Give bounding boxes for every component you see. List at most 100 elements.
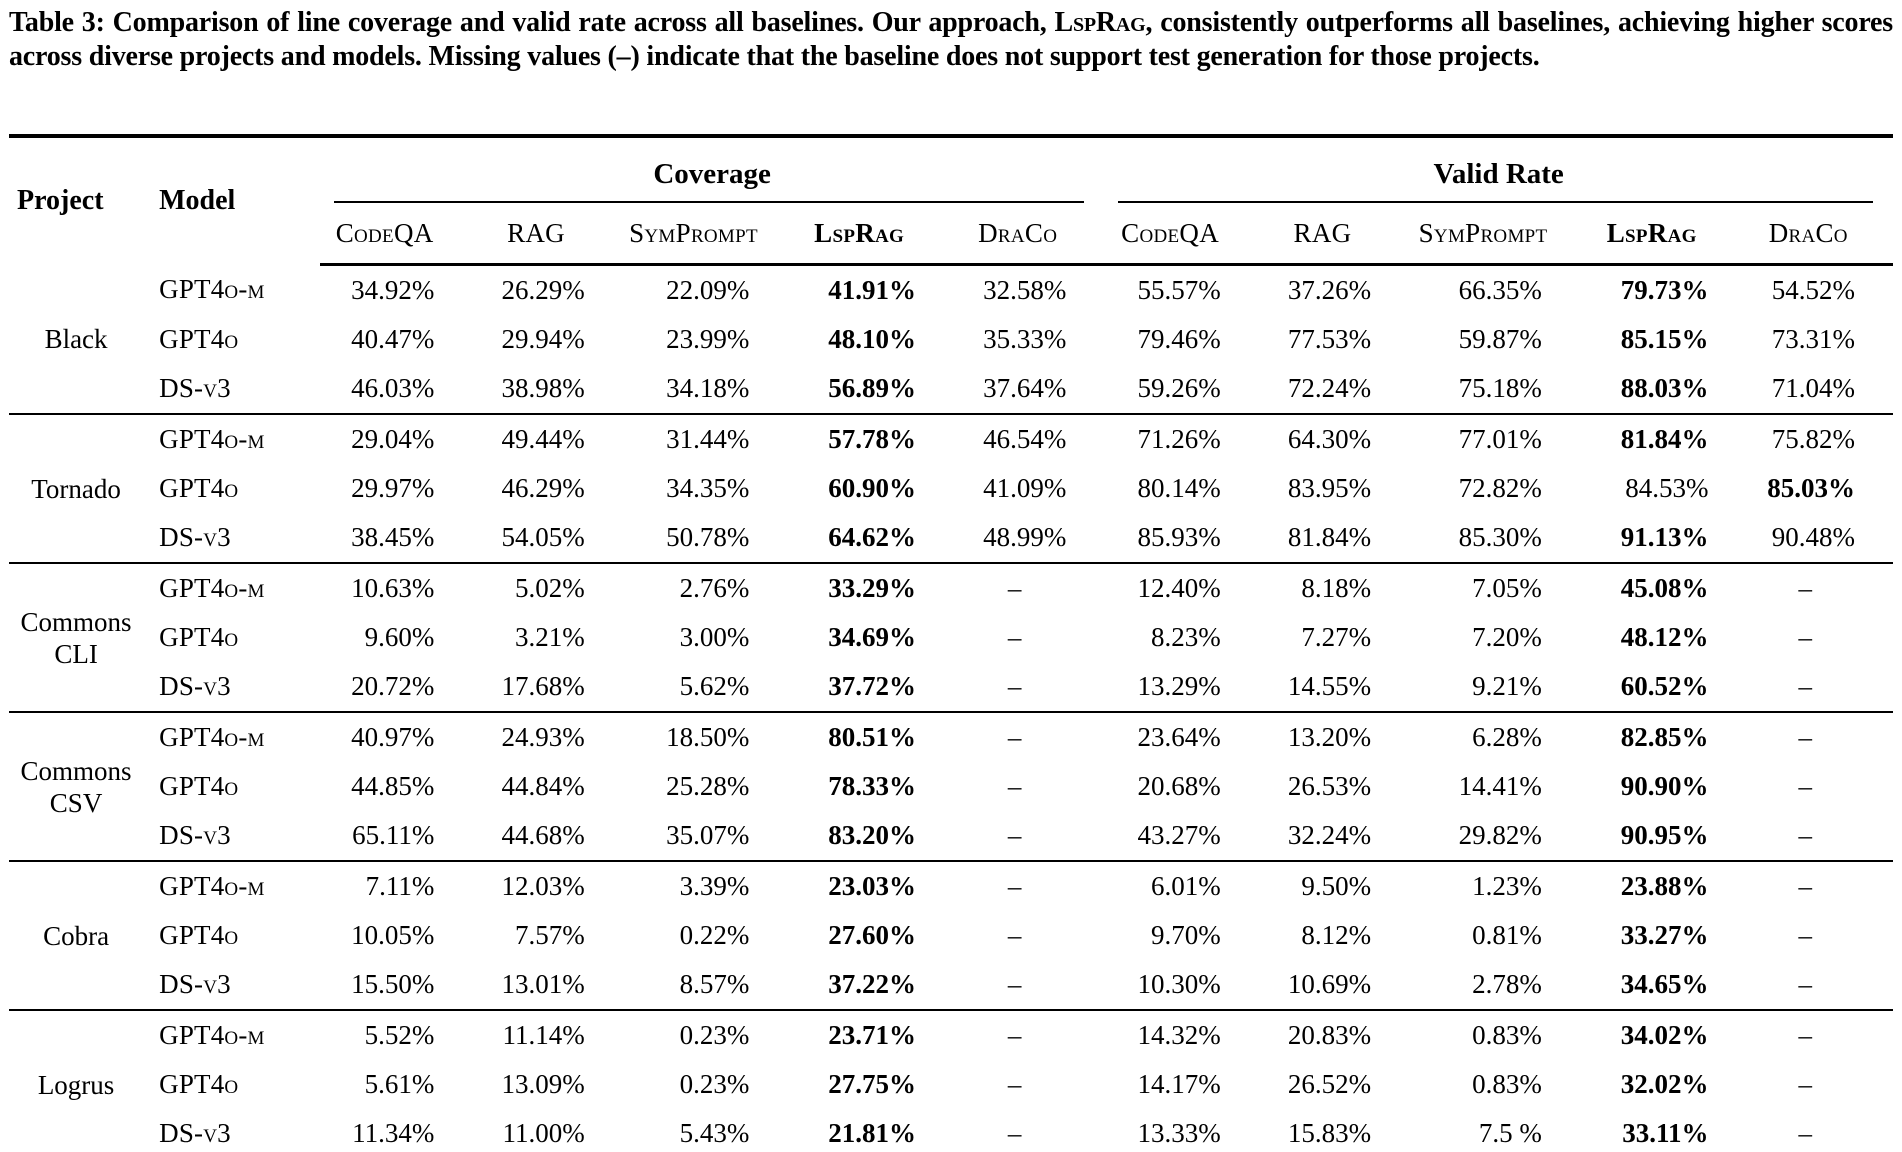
valid-value-cell: 34.02% <box>1579 1009 1747 1060</box>
valid-value-cell: 88.03% <box>1620 373 1709 403</box>
valid-value-cell: 83.95% <box>1287 473 1372 503</box>
subheader-valid-symprompt: SymPrompt <box>1409 203 1580 266</box>
valid-value-cell: 26.53% <box>1287 771 1372 801</box>
table-row: GPT4o 10.05% 7.57% 0.22% 27.60% – 9.70% 8.12% 0.… <box>9 911 1893 960</box>
coverage-value-cell: 49.44% <box>472 413 623 464</box>
model-name: GPT4o <box>159 473 239 503</box>
valid-rate-group-header: Valid Rate <box>1104 136 1893 203</box>
model-name: GPT4o <box>159 920 239 950</box>
valid-value-cell: 90.48% <box>1771 522 1855 552</box>
coverage-value-cell: 64.62% <box>828 522 916 552</box>
valid-value-cell: 32.02% <box>1620 1069 1709 1099</box>
coverage-value-cell: 56.89% <box>828 373 916 403</box>
valid-value-cell: 14.17% <box>1137 1069 1221 1099</box>
coverage-value-cell: 78.33% <box>828 771 916 801</box>
coverage-value-cell: 46.03% <box>351 373 435 403</box>
valid-value-cell: 8.23% <box>1151 622 1221 652</box>
valid-value-cell: 60.52% <box>1620 671 1709 701</box>
valid-value-cell: 75.18% <box>1458 373 1542 403</box>
valid-value-cell: – <box>1798 671 1813 701</box>
coverage-value-cell: – <box>1007 622 1022 652</box>
coverage-value-cell: 11.34% <box>352 1118 435 1148</box>
valid-value-cell: 54.52% <box>1771 275 1855 305</box>
coverage-value-cell: 40.97% <box>319 711 473 762</box>
valid-value-cell: 33.11% <box>1622 1118 1709 1148</box>
valid-value-cell: – <box>1798 920 1813 950</box>
coverage-value-cell: 34.35% <box>666 473 750 503</box>
coverage-value-cell: 5.61% <box>364 1069 435 1099</box>
valid-value-cell: – <box>1746 711 1893 762</box>
valid-value-cell: 90.90% <box>1620 771 1709 801</box>
subheader-valid-rag: RAG <box>1258 203 1410 266</box>
valid-value-cell: 90.95% <box>1620 820 1709 850</box>
model-name: GPT4o <box>159 324 239 354</box>
valid-value-cell: 81.84% <box>1579 413 1747 464</box>
table-row: Black GPT4o-m 34.92% 26.29% 22.09% 41.91% 32.5… <box>9 265 1893 354</box>
coverage-value-cell: 35.07% <box>666 820 750 850</box>
valid-value-cell: 9.50% <box>1258 860 1410 911</box>
valid-value-cell: 7.05% <box>1409 562 1580 613</box>
coverage-value-cell: 38.45% <box>351 522 435 552</box>
valid-value-cell: 14.55% <box>1287 671 1372 701</box>
subheader-coverage-draco: DraCo <box>953 203 1105 266</box>
coverage-value-cell: 3.21% <box>514 622 585 652</box>
project-name: Logrus <box>9 1009 144 1152</box>
coverage-value-cell: 37.64% <box>983 373 1067 403</box>
coverage-value-cell: 44.84% <box>501 771 585 801</box>
coverage-value-cell: – <box>1007 671 1022 701</box>
coverage-value-cell: 8.57% <box>679 969 750 999</box>
project-column-header: Project <box>17 185 104 217</box>
coverage-value-cell: 24.93% <box>472 711 623 762</box>
coverage-value-cell: 3.39% <box>622 860 788 911</box>
coverage-value-cell: 20.72% <box>351 671 435 701</box>
subheader-valid-codeqa: CodeQA <box>1104 203 1259 266</box>
model-name: GPT4o-m <box>143 562 320 613</box>
model-name: DS-v3 <box>159 820 231 850</box>
valid-value-cell: 33.27% <box>1620 920 1709 950</box>
coverage-value-cell: 0.22% <box>679 920 750 950</box>
subheader-coverage-lsprag: LspRag <box>787 203 954 266</box>
valid-value-cell: 7.5 % <box>1478 1118 1542 1148</box>
coverage-value-cell: 48.99% <box>983 522 1067 552</box>
valid-value-cell: 15.83% <box>1287 1118 1372 1148</box>
coverage-group-label: Coverage <box>653 157 771 190</box>
coverage-value-cell: 11.14% <box>472 1009 623 1060</box>
valid-value-cell: 9.70% <box>1151 920 1221 950</box>
coverage-value-cell: 23.03% <box>787 860 954 911</box>
coverage-value-cell: 44.68% <box>501 820 585 850</box>
valid-rate-group-label: Valid Rate <box>1433 157 1564 190</box>
valid-value-cell: 64.30% <box>1258 413 1410 464</box>
coverage-value-cell: 27.60% <box>828 920 916 950</box>
model-name: GPT4o <box>159 1069 239 1099</box>
valid-value-cell: 72.24% <box>1287 373 1372 403</box>
coverage-value-cell: 34.69% <box>828 622 916 652</box>
valid-value-cell: 10.30% <box>1137 969 1221 999</box>
valid-value-cell: – <box>1746 860 1893 911</box>
valid-value-cell: 43.27% <box>1137 820 1221 850</box>
table-row: GPT4o 9.60% 3.21% 3.00% 34.69% – 8.23% 7.27% 7.2… <box>9 613 1893 662</box>
coverage-value-cell: 34.92% <box>351 275 435 305</box>
coverage-value-cell: 57.78% <box>787 413 954 464</box>
valid-value-cell: 1.23% <box>1409 860 1580 911</box>
project-name: Tornado <box>9 413 144 563</box>
valid-value-cell: 6.28% <box>1409 711 1580 762</box>
coverage-value-cell: – <box>953 711 1105 762</box>
coverage-value-cell: – <box>1007 920 1022 950</box>
table-row: DS-v3 65.11% 44.68% 35.07% 83.20% – 43.27% 32.2… <box>9 811 1893 861</box>
table-row: Logrus GPT4o-m 5.52% 11.14% 0.23% 23.71% –14.3… <box>9 1009 1893 1152</box>
valid-value-cell: 85.93% <box>1137 522 1221 552</box>
model-name: GPT4o-m <box>143 711 320 762</box>
valid-value-cell: 77.53% <box>1287 324 1372 354</box>
subheader-coverage-codeqa: CodeQA <box>319 203 473 266</box>
valid-value-cell: 7.20% <box>1472 622 1542 652</box>
project-name: Black <box>44 323 108 354</box>
valid-value-cell: 79.73% <box>1620 275 1709 305</box>
coverage-value-cell: – <box>1007 969 1022 999</box>
coverage-value-cell: 37.72% <box>828 671 916 701</box>
valid-value-cell: 34.65% <box>1620 969 1709 999</box>
model-name: DS-v3 <box>159 671 231 701</box>
valid-value-cell: – <box>1798 622 1813 652</box>
valid-value-cell: 84.53% <box>1625 473 1709 503</box>
coverage-value-cell: 12.03% <box>472 860 623 911</box>
valid-value-cell: 85.03% <box>1767 473 1855 503</box>
